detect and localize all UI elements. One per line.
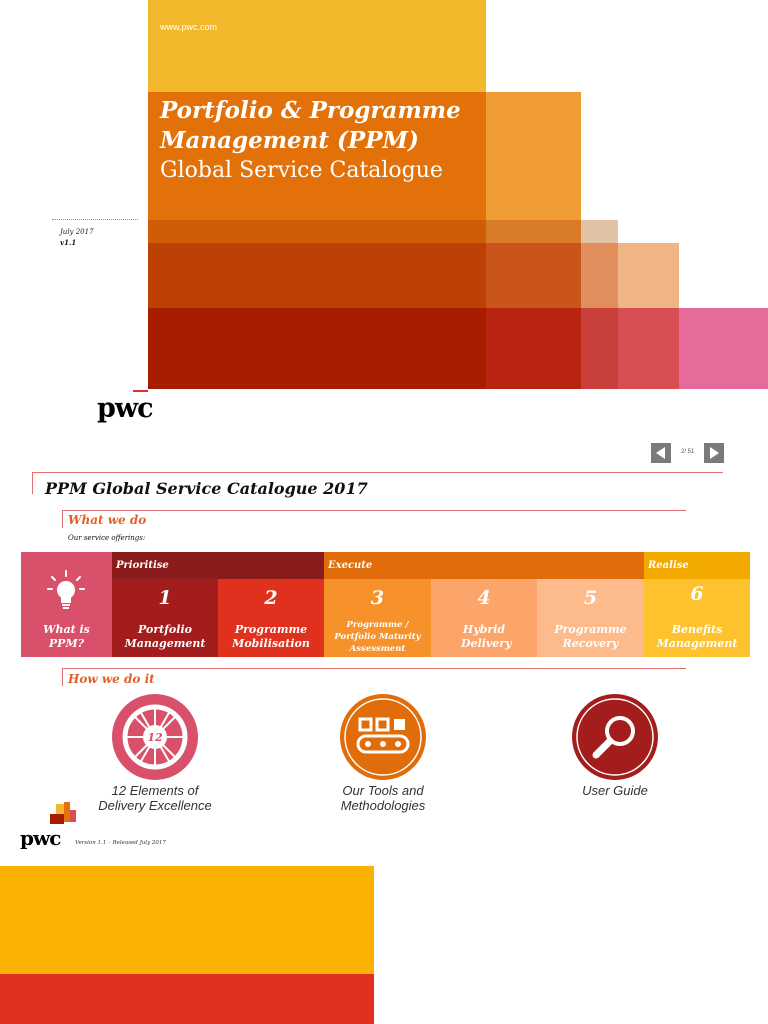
page-indicator: 2/ 51 [681, 449, 695, 455]
tile-maturity-assessment[interactable]: 3 Programme / Portfolio Maturity Assessm… [324, 579, 431, 657]
cover-block-yellow [148, 0, 486, 92]
phase-realise: Realise [644, 552, 750, 579]
cover-block-red-3 [581, 308, 618, 389]
cover-block-rose [679, 308, 768, 389]
title-rule [32, 472, 723, 473]
tile-portfolio-management[interactable]: 1 Portfolio Management [112, 579, 218, 657]
tile-programme-mobilisation[interactable]: 2 Programme Mobilisation [218, 579, 324, 657]
cover-subtitle: Global Service Catalogue [160, 158, 443, 183]
tools-methodologies-button[interactable] [340, 694, 426, 780]
cover-block-peach-2 [618, 243, 679, 308]
tile-label: What is PPM? [43, 623, 90, 650]
tile-number: 5 [583, 587, 598, 609]
service-offerings-note: Our service offerings: [68, 534, 146, 542]
user-guide-button[interactable] [572, 694, 658, 780]
tile-number: 2 [264, 587, 278, 609]
triangle-left-icon [656, 447, 665, 459]
website-url[interactable]: www.pwc.com [160, 22, 218, 32]
tile-label: Hybrid Delivery [461, 623, 512, 650]
pwc-logo-mark [133, 390, 148, 392]
next-page-block-red [0, 974, 374, 1024]
cover-block-rust-2 [486, 243, 581, 308]
how-we-do-it-heading: How we do it [68, 672, 155, 686]
conveyor-icon [344, 698, 422, 776]
wheel-12-icon: 12 [122, 704, 188, 770]
cover-block-orange [148, 92, 486, 220]
tile-programme-recovery[interactable]: 5 Programme Recovery [537, 579, 644, 657]
lightbulb-icon [47, 570, 85, 609]
tile-number: 3 [370, 587, 385, 609]
what-we-do-rule [62, 510, 686, 511]
cover-block-peach-1 [581, 243, 618, 308]
wheel-badge: 12 [147, 731, 163, 744]
how-we-do-it-tick [62, 668, 63, 686]
tile-label: Benefits Management [656, 623, 738, 650]
cover-block-red-4 [618, 308, 679, 389]
phase-execute: Execute [324, 552, 644, 579]
tile-number: 1 [158, 587, 172, 609]
tile-benefits-management[interactable]: 6 Benefits Management [644, 579, 750, 657]
next-page-block-yellow [0, 866, 374, 974]
what-we-do-heading: What we do [68, 513, 147, 527]
previous-page-button[interactable] [651, 443, 671, 463]
tile-label: Programme Mobilisation [232, 623, 310, 650]
cover-block-light-orange [486, 92, 581, 220]
cover-block-strip-1 [148, 220, 486, 243]
delivery-excellence-label: 12 Elements of Delivery Excellence [98, 783, 212, 813]
tile-label: Portfolio Management [124, 623, 206, 650]
tile-number: 4 [477, 587, 491, 609]
tools-methodologies-label: Our Tools and Methodologies [340, 783, 426, 813]
tile-number: 6 [690, 583, 704, 605]
delivery-excellence-button[interactable]: 12 [112, 694, 198, 780]
tile-label: Programme Recovery [554, 623, 627, 650]
magnifier-icon [576, 698, 654, 776]
user-guide-label: User Guide [582, 783, 648, 798]
tile-label: Programme / Portfolio Maturity Assessmen… [334, 620, 421, 654]
cover-date: July 2017 [60, 228, 94, 236]
footer-version-note: Version 1.1 – Released July 2017 [75, 840, 166, 846]
cover-block-strip-3 [581, 220, 618, 243]
tile-what-is-ppm[interactable]: What is PPM? [21, 570, 112, 657]
how-we-do-it-rule [62, 668, 686, 669]
cover-title: Portfolio & Programme Management (PPM) [160, 97, 461, 154]
next-page-button[interactable] [704, 443, 724, 463]
cover-block-red-2 [486, 308, 581, 389]
pwc-logo: pwc [97, 393, 154, 424]
cover-block-strip-2 [486, 220, 581, 243]
footer-pwc-logo: pwc [20, 826, 61, 850]
phase-prioritise: Prioritise [112, 552, 324, 579]
what-we-do-tick [62, 510, 63, 528]
title-rule-tick [32, 472, 33, 494]
cover-version: v1.1 [60, 238, 77, 247]
catalogue-title: PPM Global Service Catalogue 2017 [45, 479, 368, 498]
cover-divider [52, 219, 138, 220]
cover-block-rust [148, 243, 486, 308]
tile-hybrid-delivery[interactable]: 4 Hybrid Delivery [431, 579, 537, 657]
triangle-right-icon [710, 447, 719, 459]
footer-logo-graphic [20, 802, 80, 824]
cover-block-darkred [148, 308, 486, 389]
